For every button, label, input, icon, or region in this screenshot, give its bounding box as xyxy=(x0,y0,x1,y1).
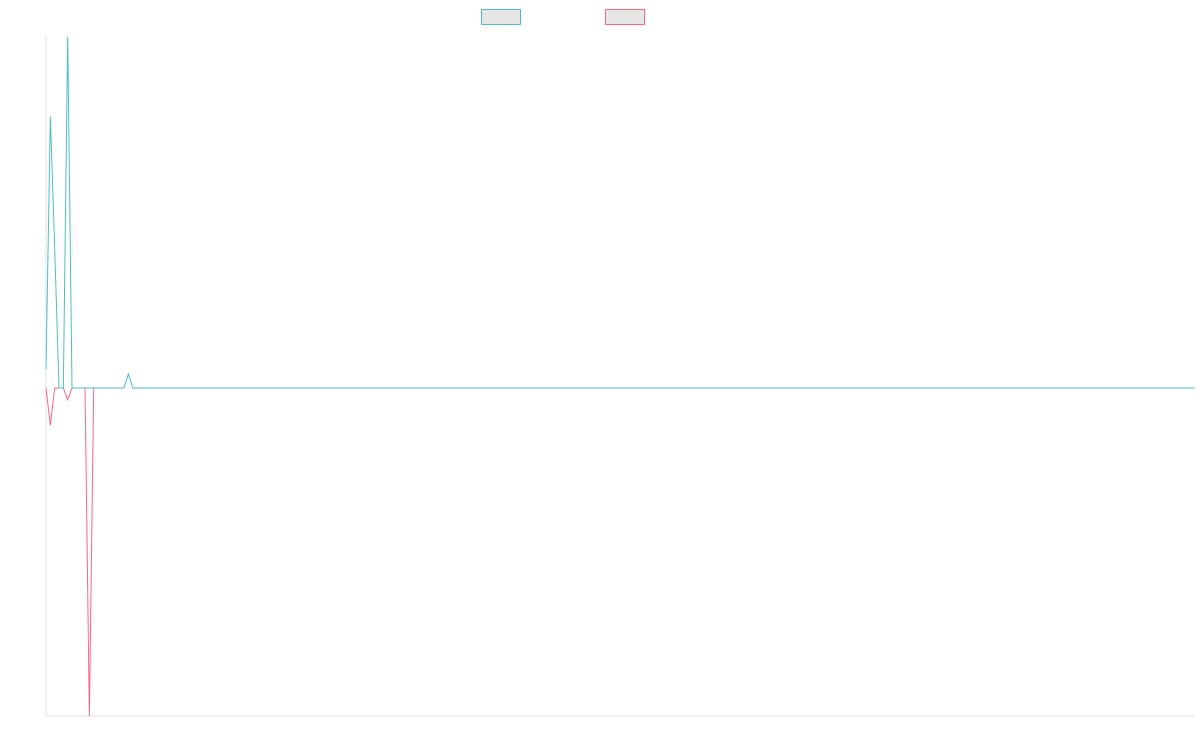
axes xyxy=(45,36,1195,717)
legend xyxy=(0,9,1200,27)
legend-swatch-series-1[interactable] xyxy=(481,9,521,25)
series-layer xyxy=(45,36,1195,717)
series-line-1 xyxy=(45,36,1195,389)
legend-swatch-series-2[interactable] xyxy=(605,9,645,25)
series-line-2 xyxy=(45,387,99,717)
